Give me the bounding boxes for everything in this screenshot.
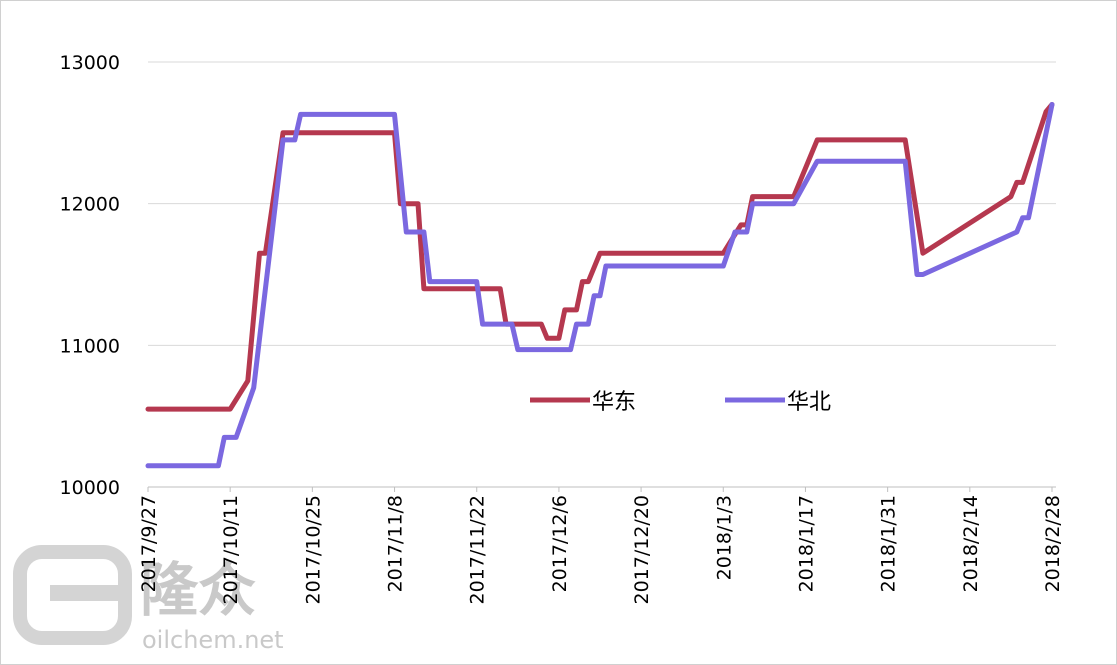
x-tick-label: 2018/2/14 [960,495,982,592]
x-tick-label: 2018/2/28 [1042,495,1064,592]
axes: 10000 11000 12000 13000 2017/9/27 2017/10/11 2… [60,52,1064,605]
legend-label: 华北 [787,390,831,415]
series-lines [145,102,1055,469]
watermark-logo-bar [50,585,125,601]
legend-label: 华东 [592,390,636,415]
series-line-1 [145,102,1055,412]
watermark: 隆众 oilchem.net [13,545,284,654]
y-tick-label: 13000 [60,52,120,74]
y-tick-label: 12000 [60,194,120,216]
watermark-brand: 隆众 [140,556,256,624]
x-tick-label: 2017/10/11 [220,495,242,605]
x-tick-label: 2017/12/6 [549,495,571,592]
x-tick-label: 2017/10/25 [302,495,324,605]
x-tick-label: 2018/1/31 [878,495,900,592]
series-line-2 [145,102,1055,469]
watermark-site: oilchem.net [142,626,284,654]
x-tick-label: 2018/1/17 [795,495,817,592]
x-tick-label: 2017/11/8 [385,495,407,592]
y-tick-label: 10000 [60,477,120,499]
x-tick-label: 2017/11/22 [467,495,489,605]
x-tick-label: 2017/9/27 [138,495,160,592]
gridlines [148,61,1056,346]
y-tick-label: 11000 [60,335,120,357]
x-tick-label: 2017/12/20 [631,495,653,605]
x-tick-label: 2018/1/3 [713,495,735,580]
legend: 华东 华北 [530,390,831,415]
